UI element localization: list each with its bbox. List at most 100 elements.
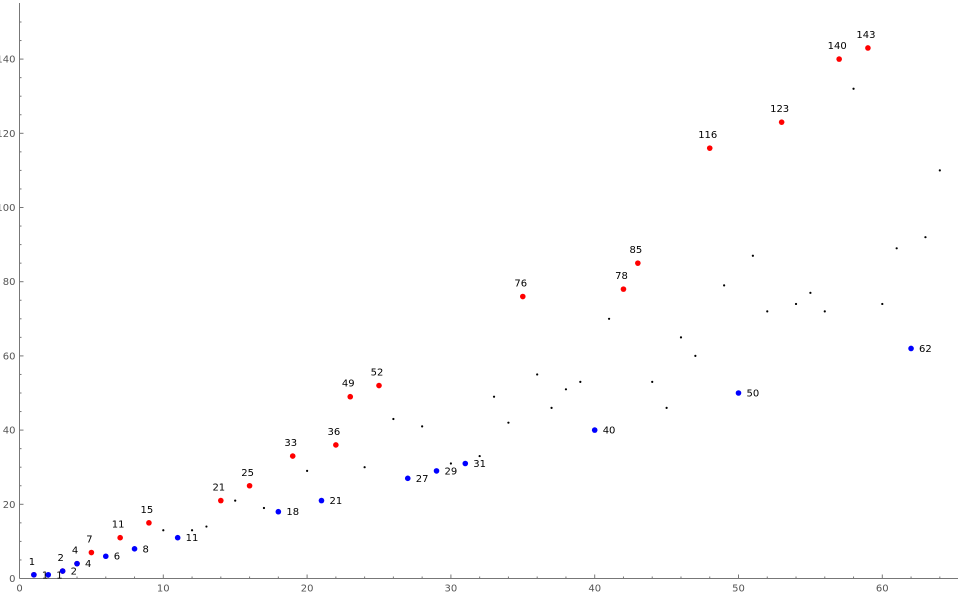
black-point <box>536 373 539 376</box>
black-point <box>607 317 611 320</box>
data-label: 8 <box>143 544 149 555</box>
black-point <box>306 469 309 473</box>
data-label: 6 <box>114 552 120 563</box>
data-label: 21 <box>329 496 342 507</box>
data-label: 123 <box>770 104 789 115</box>
black-point <box>881 302 884 306</box>
data-label: 11 <box>112 520 125 531</box>
black-point <box>262 506 266 510</box>
black-point <box>507 421 510 424</box>
data-label: 50 <box>747 389 760 400</box>
blue-point <box>31 571 37 578</box>
data-label: 15 <box>141 505 154 516</box>
black-point <box>694 354 697 357</box>
y-tick-label: 0 <box>9 574 15 585</box>
data-label: 85 <box>629 245 642 256</box>
y-tick-label: 20 <box>3 500 16 511</box>
data-label: 49 <box>342 379 355 390</box>
red-point <box>635 260 641 266</box>
blue-point <box>591 427 598 433</box>
blue-point <box>462 460 469 467</box>
data-label: 4 <box>72 546 78 557</box>
red-point <box>706 145 713 151</box>
black-point <box>564 388 568 391</box>
x-tick-label: 50 <box>732 584 745 595</box>
axes: 0 10 20 30 40 50 60 0 20 40 60 80 100 120 140 <box>0 3 958 595</box>
data-label: 18 <box>286 507 299 518</box>
red-point <box>836 56 842 62</box>
data-label: 4 <box>85 559 91 570</box>
black-point <box>823 310 826 313</box>
black-point <box>938 169 941 172</box>
black-point <box>162 529 165 532</box>
y-tick-label: 60 <box>3 351 16 362</box>
black-point <box>190 529 194 532</box>
black-point <box>924 236 927 239</box>
data-label: 52 <box>371 368 384 379</box>
y-tick-label: 40 <box>3 426 16 437</box>
blue-point <box>275 508 282 515</box>
black-point <box>665 406 668 409</box>
data-label: 140 <box>828 41 847 52</box>
red-point <box>347 393 354 400</box>
data-label: 1 <box>29 557 35 568</box>
data-label: 1 <box>42 570 48 581</box>
blue-point <box>45 571 52 578</box>
blue-point <box>59 568 66 574</box>
data-label: 33 <box>284 438 297 449</box>
data-label: 1 <box>56 570 62 581</box>
y-tick-label: 140 <box>0 55 16 66</box>
black-point <box>421 425 424 428</box>
data-label: 2 <box>57 553 63 564</box>
data-label: 62 <box>919 344 932 355</box>
black-point <box>492 395 496 398</box>
data-label: 76 <box>514 279 527 290</box>
black-point <box>751 254 754 257</box>
red-point <box>117 534 123 541</box>
black-point <box>651 380 654 383</box>
blue-point <box>174 534 181 541</box>
data-label: 78 <box>615 271 628 282</box>
black-point <box>234 499 237 502</box>
black-point <box>723 284 726 287</box>
black-point <box>205 525 208 528</box>
x-tick-label: 60 <box>876 584 889 595</box>
blue-point <box>102 553 109 560</box>
red-point <box>865 45 871 51</box>
black-point <box>895 247 898 250</box>
data-label: 2 <box>71 567 77 578</box>
data-label: 31 <box>473 459 486 470</box>
red-point <box>778 119 785 125</box>
x-tick-label: 40 <box>588 584 601 595</box>
x-tick-label: 0 <box>16 584 22 595</box>
x-tick-label: 10 <box>157 584 170 595</box>
data-label: 11 <box>186 533 199 544</box>
blue-point <box>74 560 80 567</box>
x-tick-label: 30 <box>445 584 458 595</box>
data-label: 7 <box>86 535 92 546</box>
y-tick-label: 80 <box>3 277 16 288</box>
red-point <box>146 520 152 526</box>
red-point <box>520 293 526 300</box>
y-tick-label: 120 <box>0 129 16 140</box>
blue-point <box>318 497 325 504</box>
blue-point <box>404 475 411 482</box>
data-label: 116 <box>698 130 717 141</box>
black-point <box>852 87 855 90</box>
black-point <box>809 291 812 294</box>
blue-point <box>433 468 440 474</box>
data-label: 36 <box>327 427 340 438</box>
blue-point <box>908 345 914 352</box>
red-point <box>620 286 627 292</box>
data-label: 143 <box>856 30 875 41</box>
black-point <box>794 302 798 306</box>
red-point <box>289 453 296 459</box>
blue-point <box>131 546 138 552</box>
x-tick-label: 20 <box>301 584 314 595</box>
y-tick-label: 100 <box>0 203 16 214</box>
black-point <box>766 310 769 313</box>
data-points <box>31 45 941 578</box>
red-point <box>218 497 224 504</box>
black-point <box>550 406 553 409</box>
